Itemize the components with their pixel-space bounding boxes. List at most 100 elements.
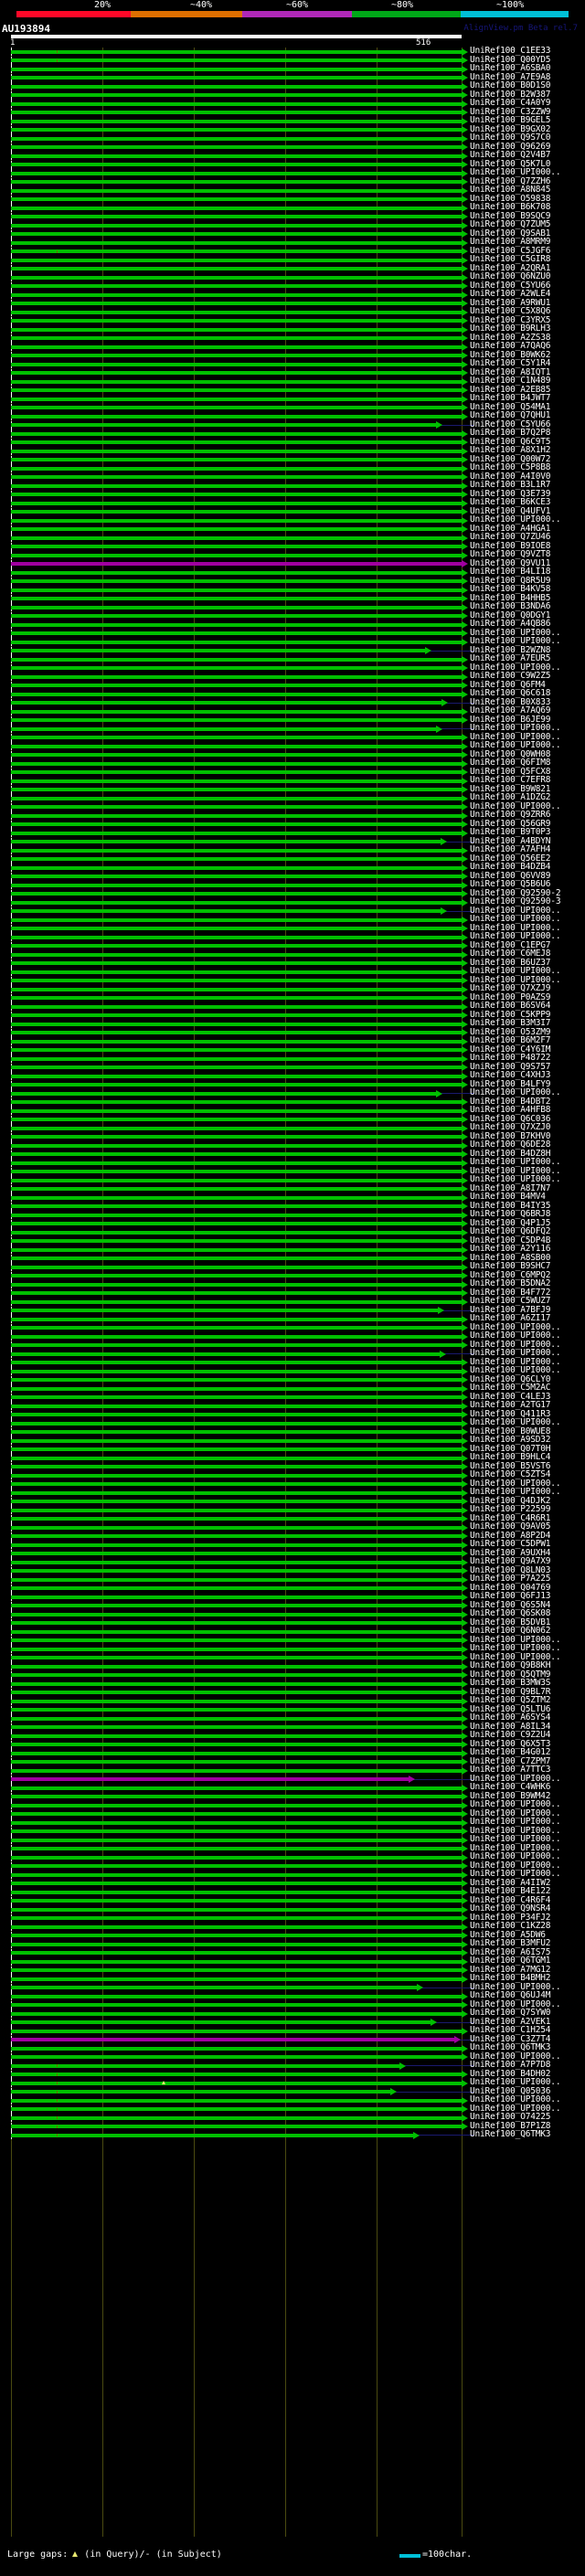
alignment-row[interactable]: UniRef100_UPI000..	[0, 732, 585, 743]
hit-bar[interactable]	[11, 1326, 462, 1330]
hit-label[interactable]: UniRef100_A7QAQ6	[470, 341, 551, 351]
hit-bar[interactable]	[11, 163, 462, 166]
hit-label[interactable]: UniRef100_B2W387	[470, 89, 551, 100]
hit-bar[interactable]	[11, 388, 462, 392]
alignment-row[interactable]: UniRef100_B0X833	[0, 697, 585, 708]
hit-bar[interactable]	[11, 1395, 462, 1399]
hit-label[interactable]: UniRef100_C5YU66	[470, 419, 551, 429]
hit-label[interactable]: UniRef100_UPI000..	[470, 1356, 561, 1367]
hit-label[interactable]: UniRef100_Q5B6U6	[470, 879, 551, 889]
hit-label[interactable]: UniRef100_A7EUR5	[470, 653, 551, 663]
alignment-row[interactable]: UniRef100_UPI000..	[0, 1175, 585, 1185]
hit-label[interactable]: UniRef100_C1KZ28	[470, 1921, 551, 1931]
hit-bar[interactable]	[11, 327, 462, 332]
hit-label[interactable]: UniRef100_A4I0V0	[470, 471, 551, 482]
alignment-row[interactable]: UniRef100_Q5FCX8	[0, 767, 585, 778]
hit-bar[interactable]	[11, 952, 462, 957]
alignment-row[interactable]: UniRef100_A1DZG2	[0, 792, 585, 803]
hit-label[interactable]: UniRef100_Q8R5U9	[470, 575, 551, 586]
alignment-row[interactable]: UniRef100_UPI000..	[0, 915, 585, 925]
hit-label[interactable]: UniRef100_Q9BL7R	[470, 1686, 551, 1697]
hit-bar[interactable]	[11, 666, 462, 670]
alignment-row[interactable]: UniRef100_UPI000..	[0, 975, 585, 986]
alignment-row[interactable]: UniRef100_C5JGF6	[0, 246, 585, 257]
hit-label[interactable]: UniRef100_UPI000..	[470, 905, 561, 916]
alignment-row[interactable]: UniRef100_C5Y1R4	[0, 359, 585, 369]
hit-bar[interactable]	[11, 1274, 462, 1277]
alignment-row[interactable]: UniRef100_B3MW3S	[0, 1679, 585, 1689]
hit-bar[interactable]	[11, 1751, 462, 1755]
alignment-row[interactable]: UniRef100_UPI000..	[0, 1349, 585, 1359]
alignment-row[interactable]: UniRef100_UPI000..	[0, 1652, 585, 1663]
hit-label[interactable]: UniRef100_A7AFH4	[470, 844, 551, 854]
hit-bar[interactable]	[11, 1795, 462, 1798]
alignment-row[interactable]: UniRef100_O53ZM9	[0, 1027, 585, 1038]
alignment-row[interactable]: UniRef100_A7EUR5	[0, 653, 585, 664]
hit-label[interactable]: UniRef100_UPI000..	[470, 740, 561, 750]
alignment-row[interactable]: UniRef100_UPI000..	[0, 800, 585, 812]
hit-bar[interactable]	[11, 1768, 462, 1773]
hit-label[interactable]: UniRef100_UPI000..	[470, 931, 561, 941]
hit-bar[interactable]	[11, 101, 462, 106]
alignment-row[interactable]: UniRef100_B3L1R7	[0, 481, 585, 491]
hit-bar[interactable]	[11, 562, 462, 566]
alignment-row[interactable]: UniRef100_UPI000..	[0, 967, 585, 977]
alignment-row[interactable]: UniRef100_Q5QTM9	[0, 1670, 585, 1680]
hit-bar[interactable]	[11, 1135, 462, 1139]
hit-bar[interactable]	[11, 640, 462, 644]
hit-label[interactable]: UniRef100_Q6VV89	[470, 870, 551, 881]
alignment-row[interactable]: UniRef100_Q00YD5	[0, 55, 585, 66]
hit-label[interactable]: UniRef100_A1DZG2	[470, 792, 551, 802]
alignment-row[interactable]: UniRef100_UPI000..	[0, 1488, 585, 1498]
hit-bar[interactable]	[11, 1942, 462, 1946]
hit-label[interactable]: UniRef100_UPI000..	[470, 627, 561, 638]
hit-label[interactable]: UniRef100_Q7ZUM5	[470, 219, 551, 229]
alignment-row[interactable]: UniRef100_Q6FIM8	[0, 758, 585, 769]
hit-label[interactable]: UniRef100_C5DPW1	[470, 1539, 551, 1549]
hit-label[interactable]: UniRef100_B9RLH3	[470, 323, 551, 334]
alignment-row[interactable]: UniRef100_C3Z7T4	[0, 2034, 585, 2045]
alignment-row[interactable]: UniRef100_Q6CLY0	[0, 1374, 585, 1385]
hit-label[interactable]: UniRef100_B4IY35	[470, 1200, 551, 1211]
alignment-row[interactable]: UniRef100_Q56EE2	[0, 853, 585, 864]
hit-bar[interactable]	[11, 1733, 462, 1738]
hit-label[interactable]: UniRef100_A9RWU1	[470, 297, 551, 308]
hit-bar[interactable]	[11, 1569, 462, 1573]
alignment-row[interactable]: UniRef100_C9W2Z5	[0, 672, 585, 682]
alignment-row[interactable]: UniRef100_B6M2F7	[0, 1036, 585, 1046]
hit-bar[interactable]	[11, 1525, 462, 1530]
alignment-row[interactable]: UniRef100_Q4UFV1	[0, 506, 585, 517]
hit-bar[interactable]	[11, 1708, 462, 1712]
hit-bar[interactable]	[11, 1100, 462, 1104]
hit-bar[interactable]	[11, 614, 462, 618]
alignment-row[interactable]: UniRef100_UPI000..	[0, 1340, 585, 1351]
alignment-row[interactable]: UniRef100_Q9BL7R	[0, 1686, 585, 1698]
hit-label[interactable]: UniRef100_Q411R3	[470, 1408, 551, 1419]
hit-label[interactable]: UniRef100_C7EFR8	[470, 775, 551, 785]
hit-label[interactable]: UniRef100_UPI000..	[470, 800, 561, 811]
hit-label[interactable]: UniRef100_A8N845	[470, 185, 551, 195]
hit-label[interactable]: UniRef100_A2Y116	[470, 1244, 551, 1254]
hit-label[interactable]: UniRef100_Q4P1J5	[470, 1217, 551, 1228]
hit-label[interactable]: UniRef100_B4LFY9	[470, 1078, 551, 1089]
hit-label[interactable]: UniRef100_A7E9A8	[470, 71, 551, 82]
alignment-row[interactable]: UniRef100_A7AFH4	[0, 844, 585, 855]
hit-label[interactable]: UniRef100_Q9ZRR6	[470, 810, 551, 820]
hit-bar[interactable]	[11, 1716, 462, 1721]
hit-label[interactable]: UniRef100_UPI000..	[470, 922, 561, 933]
hit-bar[interactable]	[11, 2020, 431, 2024]
hit-label[interactable]: UniRef100_C4R6F4	[470, 1894, 551, 1905]
hit-label[interactable]: UniRef100_B4LI18	[470, 567, 551, 577]
hit-label[interactable]: UniRef100_B0D1S0	[470, 80, 551, 90]
hit-label[interactable]: UniRef100_B2WZN8	[470, 644, 551, 655]
alignment-row[interactable]: UniRef100_B0D1S0	[0, 80, 585, 91]
hit-bar[interactable]	[11, 831, 462, 835]
hit-label[interactable]: UniRef100_A6ZI17	[470, 1313, 551, 1323]
hit-bar[interactable]	[11, 458, 462, 461]
hit-label[interactable]: UniRef100_B4F772	[470, 1287, 551, 1298]
hit-label[interactable]: UniRef100_Q6DE28	[470, 1140, 551, 1150]
hit-bar[interactable]	[11, 197, 462, 201]
hit-bar[interactable]	[11, 1438, 462, 1443]
alignment-row[interactable]: UniRef100_Q7XZJ0	[0, 1123, 585, 1133]
hit-label[interactable]: UniRef100_UPI000..	[470, 1799, 561, 1809]
